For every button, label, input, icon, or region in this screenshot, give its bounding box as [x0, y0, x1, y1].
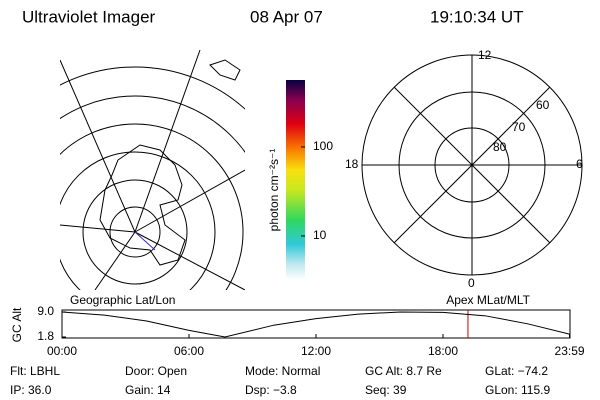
colorbar-tick-label: 10 — [313, 228, 327, 242]
info-field: Flt: LBHL — [10, 364, 60, 378]
mlat-label: 60 — [536, 98, 550, 112]
x-tick-label: 12:00 — [301, 344, 331, 358]
colorbar — [286, 80, 305, 280]
map-label: Apex MLat/MLT — [446, 293, 530, 307]
mlat-label: 80 — [493, 140, 507, 154]
info-field: Gain: 14 — [125, 383, 171, 397]
info-field: GLat: −74.2 — [485, 364, 548, 378]
y-tick-label: 9.0 — [37, 304, 54, 318]
polar-grid — [361, 54, 583, 276]
info-field: IP: 36.0 — [10, 383, 52, 397]
mlt-label: 6 — [576, 157, 583, 171]
info-field: Mode: Normal — [245, 364, 320, 378]
colorbar-label: photon cm⁻²s⁻¹ — [267, 149, 281, 232]
mlt-label: 18 — [345, 157, 359, 171]
geo-map — [60, 50, 245, 290]
info-field: Dsp: −3.8 — [245, 383, 297, 397]
mlat-label: 70 — [512, 120, 526, 134]
date: 08 Apr 07 — [250, 7, 323, 26]
x-tick-label: 00:00 — [47, 344, 77, 358]
mlt-label: 0 — [468, 276, 475, 290]
x-tick-label: 23:59 — [555, 344, 585, 358]
info-field: GLon: 115.9 — [485, 383, 550, 397]
x-tick-label: 18:00 — [428, 344, 458, 358]
alt-plot-frame — [61, 309, 571, 339]
y-tick-label: 1.8 — [37, 329, 54, 343]
info-field: Door: Open — [125, 364, 187, 378]
info-field: Seq: 39 — [365, 383, 407, 397]
x-tick-label: 06:00 — [174, 344, 204, 358]
time: 19:10:34 UT — [430, 7, 524, 26]
altitude-line — [61, 311, 571, 338]
y-axis-label: GC Alt — [10, 307, 24, 342]
mlt-label: 12 — [478, 48, 492, 62]
colorbar-tick-label: 100 — [313, 139, 333, 153]
info-field: GC Alt: 8.7 Re — [365, 364, 442, 378]
title: Ultraviolet Imager — [22, 7, 156, 26]
map-label: Geographic Lat/Lon — [70, 293, 175, 307]
